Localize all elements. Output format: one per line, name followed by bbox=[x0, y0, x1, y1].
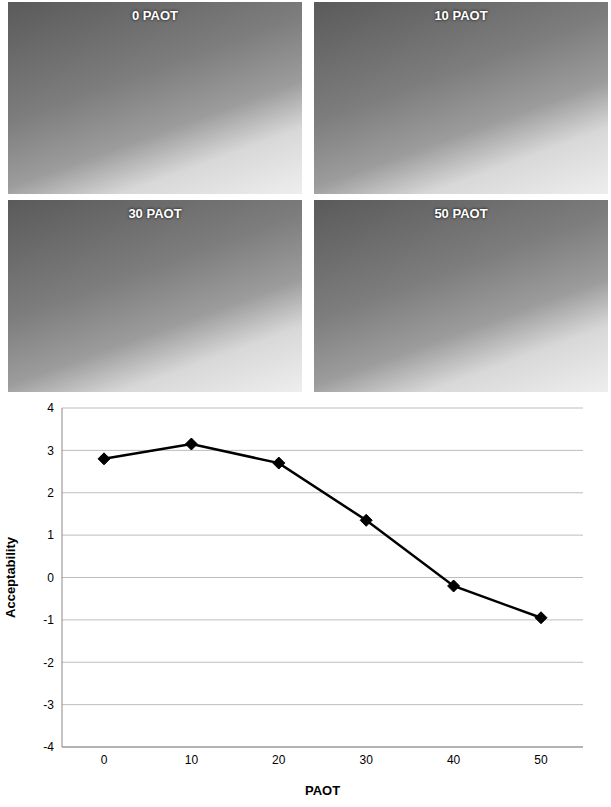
svg-text:30: 30 bbox=[360, 753, 374, 767]
svg-text:0: 0 bbox=[47, 571, 54, 585]
svg-text:40: 40 bbox=[447, 753, 461, 767]
html-text:0 PAOT: 0 PAOT bbox=[132, 8, 178, 23]
svg-text:0: 0 bbox=[101, 753, 108, 767]
svg-text:-4: -4 bbox=[43, 740, 54, 754]
svg-text:1: 1 bbox=[47, 528, 54, 542]
svg-text:-2: -2 bbox=[43, 656, 54, 670]
svg-text:-1: -1 bbox=[43, 613, 54, 627]
svg-text:20: 20 bbox=[272, 753, 286, 767]
html-text:10 PAOT: 10 PAOT bbox=[434, 8, 488, 23]
svg-text:-3: -3 bbox=[43, 698, 54, 712]
svg-text:4: 4 bbox=[47, 401, 54, 415]
svg-text:10: 10 bbox=[185, 753, 199, 767]
svg-text:PAOT: PAOT bbox=[305, 783, 340, 798]
svg-text:50: 50 bbox=[534, 753, 548, 767]
svg-text:2: 2 bbox=[47, 486, 54, 500]
html-text:50 PAOT: 50 PAOT bbox=[434, 206, 488, 221]
svg-text:Acceptability: Acceptability bbox=[3, 536, 18, 618]
svg-text:3: 3 bbox=[47, 444, 54, 458]
html-text:30 PAOT: 30 PAOT bbox=[128, 206, 182, 221]
